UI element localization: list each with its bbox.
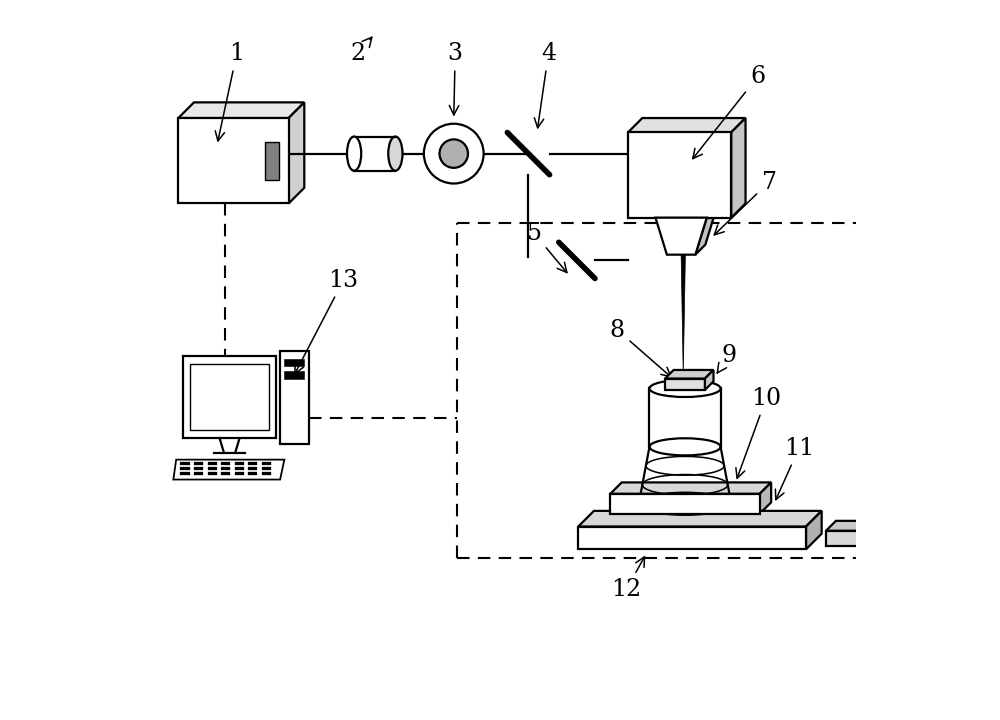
- Ellipse shape: [388, 137, 403, 171]
- Polygon shape: [178, 102, 304, 118]
- Bar: [190, 364, 269, 430]
- Polygon shape: [173, 459, 284, 480]
- Bar: [248, 472, 257, 475]
- Polygon shape: [806, 511, 822, 549]
- Ellipse shape: [347, 137, 361, 171]
- Bar: [235, 462, 244, 465]
- Bar: [280, 351, 309, 444]
- Text: 6: 6: [693, 66, 765, 158]
- Bar: [262, 472, 271, 475]
- Bar: [265, 142, 279, 179]
- Bar: [180, 472, 190, 475]
- Bar: [180, 462, 190, 465]
- Polygon shape: [705, 370, 714, 390]
- Polygon shape: [628, 118, 746, 132]
- Text: 10: 10: [736, 387, 781, 478]
- Text: 2: 2: [350, 37, 372, 66]
- Bar: [578, 526, 806, 549]
- Bar: [180, 467, 190, 470]
- Text: 9: 9: [717, 344, 737, 373]
- Text: 13: 13: [295, 269, 358, 374]
- Text: 1: 1: [215, 42, 244, 141]
- Text: 11: 11: [775, 437, 814, 500]
- Bar: [262, 462, 271, 465]
- Bar: [221, 472, 230, 475]
- Bar: [208, 467, 217, 470]
- Bar: [235, 472, 244, 475]
- Ellipse shape: [649, 380, 721, 397]
- Polygon shape: [731, 118, 746, 217]
- Bar: [221, 467, 230, 470]
- Bar: [628, 132, 731, 217]
- Text: 7: 7: [714, 171, 777, 235]
- Text: 8: 8: [610, 319, 671, 377]
- Bar: [284, 372, 304, 379]
- Text: 4: 4: [534, 42, 556, 128]
- Bar: [248, 467, 257, 470]
- Bar: [183, 356, 276, 438]
- Text: 5: 5: [527, 222, 567, 273]
- Ellipse shape: [649, 438, 721, 455]
- Text: 3: 3: [448, 42, 463, 115]
- Bar: [826, 531, 883, 546]
- Bar: [208, 472, 217, 475]
- Ellipse shape: [639, 492, 731, 515]
- Polygon shape: [695, 207, 717, 255]
- Bar: [194, 472, 203, 475]
- Bar: [665, 379, 705, 390]
- Polygon shape: [681, 255, 685, 376]
- Circle shape: [424, 124, 484, 184]
- Polygon shape: [655, 217, 707, 255]
- Bar: [194, 462, 203, 465]
- Polygon shape: [760, 482, 771, 514]
- Bar: [221, 462, 230, 465]
- Text: 12: 12: [612, 557, 644, 600]
- Polygon shape: [665, 370, 714, 379]
- Polygon shape: [289, 102, 304, 204]
- Polygon shape: [578, 511, 822, 526]
- Circle shape: [440, 140, 468, 168]
- Bar: [262, 467, 271, 470]
- Bar: [284, 359, 304, 366]
- Bar: [208, 462, 217, 465]
- Bar: [178, 118, 289, 204]
- Bar: [610, 494, 760, 514]
- Bar: [248, 462, 257, 465]
- Polygon shape: [826, 521, 893, 531]
- Bar: [235, 467, 244, 470]
- Bar: [194, 467, 203, 470]
- Polygon shape: [610, 482, 771, 494]
